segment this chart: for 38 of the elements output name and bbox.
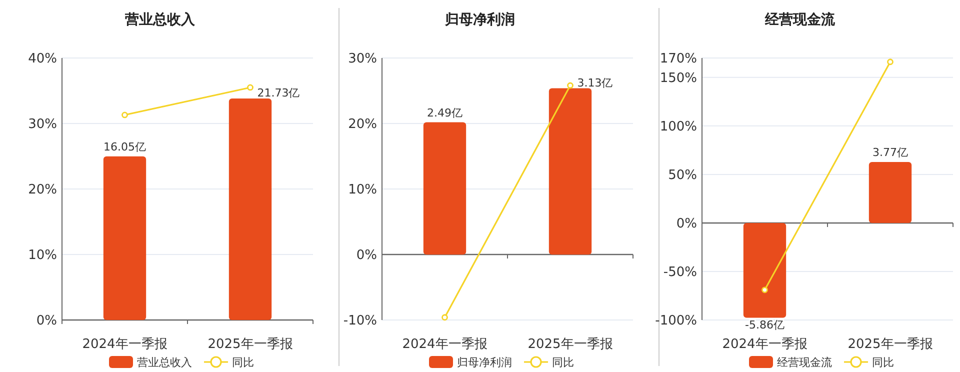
x-tick-label: 2025年一季报 bbox=[848, 337, 933, 352]
y-tick-label: 20% bbox=[28, 182, 57, 198]
y-tick-label: -100% bbox=[655, 314, 697, 328]
chart-title: 营业总收入 bbox=[124, 12, 196, 28]
y-tick-label: 10% bbox=[28, 248, 57, 263]
x-tick-label: 2025年一季报 bbox=[208, 337, 293, 352]
legend-label: 同比 bbox=[872, 356, 894, 369]
x-tick-label: 2025年一季报 bbox=[528, 337, 613, 352]
chart-title: 经营现金流 bbox=[764, 11, 836, 28]
x-tick-label: 2024年一季报 bbox=[722, 337, 808, 352]
legend-label: 经营现金流 bbox=[777, 356, 832, 369]
y-tick-label: 170% bbox=[660, 52, 697, 66]
legend-label: 归母净利润 bbox=[457, 356, 512, 369]
legend-label: 同比 bbox=[552, 356, 574, 369]
data-label: -5.86亿 bbox=[745, 318, 784, 332]
y-tick-label: 20% bbox=[348, 117, 377, 132]
y-tick-label: 50% bbox=[668, 168, 697, 183]
y-tick-label: 0% bbox=[356, 248, 377, 263]
y-tick-label: 30% bbox=[28, 117, 57, 132]
legend-label: 同比 bbox=[232, 356, 254, 369]
y-tick-label: 100% bbox=[660, 119, 697, 134]
y-tick-label: 150% bbox=[660, 70, 697, 86]
data-label: 3.77亿 bbox=[872, 146, 908, 159]
data-label: 16.05亿 bbox=[104, 140, 146, 154]
chart-title: 归母净利润 bbox=[444, 11, 515, 28]
y-tick-label: 40% bbox=[28, 52, 57, 66]
data-label: 21.73亿 bbox=[257, 86, 300, 100]
y-tick-label: 0% bbox=[36, 314, 57, 328]
y-tick-label: -50% bbox=[663, 264, 697, 280]
y-tick-label: 0% bbox=[676, 216, 697, 232]
y-tick-label: -10% bbox=[343, 314, 377, 328]
x-tick-label: 2024年一季报 bbox=[82, 337, 168, 352]
data-label: 2.49亿 bbox=[427, 106, 462, 120]
legend-label: 营业总收入 bbox=[137, 356, 192, 369]
data-label: 3.13亿 bbox=[577, 76, 613, 90]
y-tick-label: 30% bbox=[348, 52, 377, 66]
y-tick-label: 10% bbox=[348, 182, 377, 198]
x-tick-label: 2024年一季报 bbox=[402, 337, 488, 352]
